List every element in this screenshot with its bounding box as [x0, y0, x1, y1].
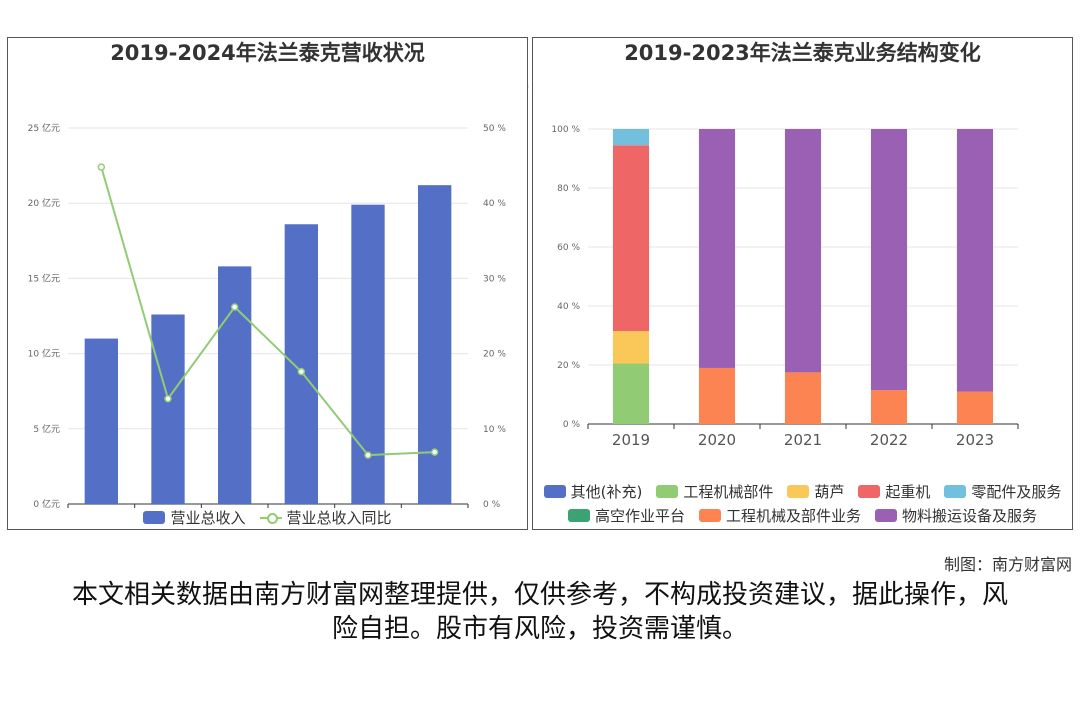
legend-item[interactable]: 工程机械部件 — [656, 481, 773, 502]
legend-item[interactable]: 葫芦 — [787, 481, 844, 502]
revenue-chart-panel: 2019-2024年法兰泰克营收状况 0 亿元 5 亿元 10 亿元 15 亿元 20 … — [7, 37, 528, 530]
bar-segment-2022-7 — [870, 129, 908, 391]
legend-swatch — [543, 484, 566, 498]
chart-title: 2019-2023年法兰泰克业务结构变化 — [624, 41, 981, 65]
point-revenue-yoy-2023 — [364, 451, 372, 459]
bar-segment-2019-4 — [612, 129, 650, 146]
chart-title: 2019-2024年法兰泰克营收状况 — [110, 41, 425, 65]
y-tick-label: 0 % — [563, 420, 581, 430]
x-tick-label: 2022 — [870, 431, 908, 449]
bar-segment-2023-7 — [956, 129, 994, 392]
legend-swatch — [698, 508, 721, 522]
bar-segment-2019-1 — [612, 363, 650, 424]
point-revenue-yoy-2024 — [430, 448, 439, 456]
point-revenue-yoy-2021 — [230, 303, 239, 311]
legend-swatch — [567, 508, 590, 522]
bar-segment-2021-6 — [784, 372, 822, 424]
legend-item-revenue-yoy[interactable]: 营业总收入同比 — [259, 507, 392, 528]
y-tick-label: 0 亿元 — [33, 498, 60, 508]
y2-tick-label: 20 % — [483, 350, 506, 360]
legend-label: 其他(补充) — [570, 482, 643, 501]
disclaimer-text: 本文相关数据由南方财富网整理提供，仅供参考，不构成投资建议，据此操作，风险自担。… — [71, 580, 1008, 644]
legend: 其他(补充) 工程机械部件 葫芦 起重机 零配件及服务高空作业平台 工程机械及部件业务 物料… — [533, 479, 1072, 527]
point-revenue-yoy-2020 — [164, 394, 172, 403]
y-tick-label: 20 亿元 — [28, 197, 60, 209]
x-tick-label: 2021 — [784, 431, 822, 449]
y-tick-label: 5 亿元 — [33, 423, 60, 435]
y-tick-label: 25 亿元 — [28, 122, 60, 134]
legend-label: 零配件及服务 — [971, 482, 1062, 501]
y2-tick-label: 0 % — [483, 500, 501, 508]
legend-label: 高空作业平台 — [594, 506, 685, 525]
x-tick-label: 2023 — [956, 431, 994, 449]
legend-label: 物料搬运设备及服务 — [902, 506, 1038, 525]
legend-swatch — [944, 484, 967, 498]
point-revenue-yoy-2019 — [97, 163, 106, 171]
bar-revenue-2021 — [218, 266, 252, 504]
legend-item[interactable]: 工程机械及部件业务 — [698, 505, 861, 526]
y-tick-label: 80 % — [557, 184, 580, 194]
legend: 营业总收入 营业总收入同比 — [8, 505, 527, 529]
legend-item[interactable]: 起重机 — [858, 481, 930, 502]
bar-segment-2022-6 — [870, 390, 908, 424]
legend-item-revenue[interactable]: 营业总收入 — [143, 507, 246, 528]
legend-label: 营业总收入同比 — [286, 508, 392, 527]
legend-item[interactable]: 其他(补充) — [543, 481, 643, 502]
bar-revenue-2024 — [418, 185, 452, 504]
bar-revenue-2023 — [351, 204, 385, 505]
y-tick-label: 20 % — [557, 361, 580, 371]
bar-segment-2021-7 — [784, 129, 822, 373]
bar-segment-2019-3 — [612, 145, 650, 332]
legend-item[interactable]: 零配件及服务 — [944, 481, 1061, 502]
legend-swatch — [143, 510, 166, 524]
x-tick-label: 2019 — [612, 431, 650, 449]
legend-swatch — [875, 508, 897, 522]
y2-tick-label: 40 % — [483, 199, 506, 209]
y-tick-label: 60 % — [557, 243, 580, 253]
legend-row: 其他(补充) 工程机械部件 葫芦 起重机 零配件及服务 — [533, 479, 1072, 503]
revenue-chart: 0 亿元 5 亿元 10 亿元 15 亿元 20 亿元 25 亿元 0 % 10 % 20 % 3… — [28, 122, 506, 508]
legend-label: 工程机械及部件业务 — [725, 506, 861, 525]
legend-label: 营业总收入 — [170, 508, 246, 527]
legend-label: 工程机械部件 — [683, 482, 774, 501]
legend-item[interactable]: 高空作业平台 — [567, 505, 685, 526]
bar-revenue-2019 — [84, 338, 118, 504]
y2-tick-label: 50 % — [483, 124, 506, 134]
bar-segment-2020-7 — [698, 129, 736, 368]
y2-tick-label: 10 % — [483, 425, 506, 435]
chart-credit: 制图：南方财富网 — [943, 555, 1072, 574]
y-tick-label: 100 % — [551, 125, 580, 135]
y-tick-label: 10 亿元 — [28, 348, 60, 360]
business-structure-chart-panel: 2019-2023年法兰泰克业务结构变化 0 % 20 % 40 % 60 % 80 %… — [532, 37, 1073, 530]
line-revenue-yoy — [100, 166, 435, 457]
legend-swatch — [259, 511, 282, 524]
y-tick-label: 15 亿元 — [28, 272, 60, 284]
legend-swatch — [656, 484, 679, 498]
bar-revenue-2022 — [284, 224, 318, 505]
business-structure-chart: 0 % 20 % 40 % 60 % 80 % 100 % 2019 2020 2021 2022… — [551, 125, 1019, 449]
legend-item[interactable]: 物料搬运设备及服务 — [875, 505, 1037, 526]
y-tick-label: 40 % — [557, 302, 580, 312]
y2-tick-label: 30 % — [483, 274, 506, 284]
legend-row: 高空作业平台 工程机械及部件业务 物料搬运设备及服务 — [533, 503, 1072, 527]
legend-label: 葫芦 — [814, 482, 845, 501]
legend-label: 起重机 — [885, 482, 931, 501]
bar-segment-2020-6 — [698, 367, 736, 424]
bar-segment-2019-2 — [612, 331, 650, 364]
x-tick-label: 2020 — [698, 431, 736, 449]
bar-revenue-2020 — [151, 314, 185, 504]
point-revenue-yoy-2022 — [297, 367, 306, 376]
legend-swatch — [858, 484, 881, 498]
bar-segment-2023-6 — [956, 391, 994, 424]
legend-swatch — [787, 484, 810, 498]
